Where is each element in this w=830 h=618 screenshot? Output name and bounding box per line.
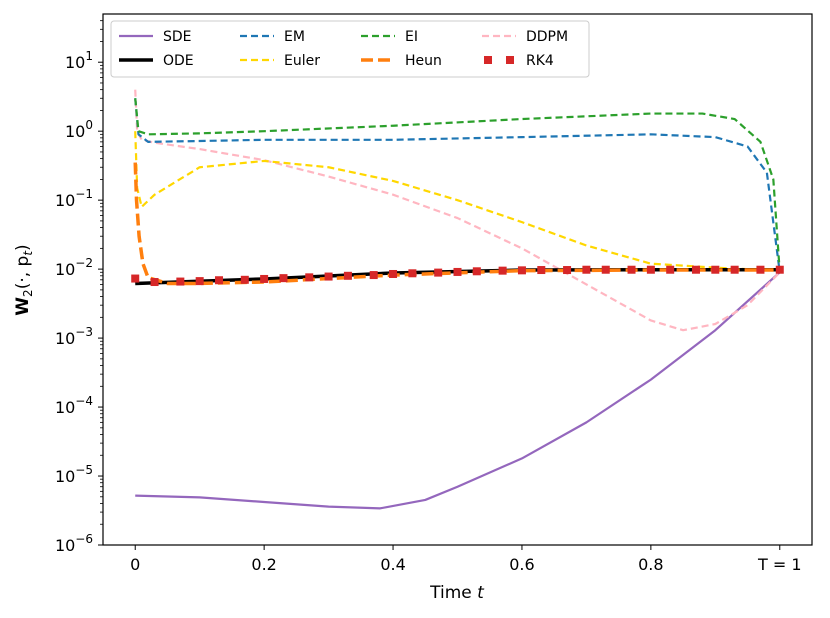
rk4-point	[279, 274, 288, 283]
rk4-point	[601, 265, 610, 274]
y-tick-label: 10−1	[55, 187, 93, 210]
legend-item-sde: SDE	[119, 29, 192, 45]
rk4-point	[305, 273, 314, 282]
x-tick-label: 0.4	[380, 555, 405, 574]
rk4-point	[730, 265, 739, 274]
y-tick-label: 100	[65, 118, 93, 141]
rk4-point	[498, 266, 507, 275]
rk4-point	[472, 267, 481, 276]
legend-swatch	[506, 56, 514, 64]
x-tick-label: 0.8	[638, 555, 663, 574]
rk4-point	[756, 265, 765, 274]
rk4-point	[646, 265, 655, 274]
y-tick-label: 10−5	[55, 463, 93, 486]
legend-item-em: EM	[240, 29, 305, 45]
legend-swatch	[484, 56, 492, 64]
legend-label: RK4	[526, 53, 554, 69]
legend-label: SDE	[163, 29, 192, 45]
legend-label: DDPM	[526, 29, 568, 45]
rk4-point	[627, 265, 636, 274]
x-tick-label: T = 1	[757, 555, 802, 574]
x-tick-label: 0	[130, 555, 140, 574]
rk4-point	[131, 274, 140, 283]
y-tick-label: 10−6	[55, 532, 93, 555]
legend-label: Euler	[284, 53, 320, 69]
y-tick-label: 101	[65, 49, 93, 72]
legend-label: EI	[405, 29, 418, 45]
rk4-point	[582, 265, 591, 274]
series-rk4	[131, 265, 784, 287]
y-tick-label: 10−4	[55, 394, 93, 417]
legend-label: ODE	[163, 53, 194, 69]
rk4-point	[260, 274, 269, 283]
rk4-point	[176, 277, 185, 286]
series-euler	[134, 131, 780, 272]
legend-box	[110, 20, 590, 78]
x-tick-label: 0.6	[509, 555, 534, 574]
rk4-point	[240, 275, 249, 284]
rk4-point	[666, 265, 675, 274]
rk4-point	[389, 269, 398, 278]
rk4-point	[150, 278, 159, 287]
legend-item-ei: EI	[361, 29, 418, 45]
rk4-point	[215, 276, 224, 285]
rk4-point	[324, 272, 333, 281]
rk4-point	[775, 265, 784, 274]
legend-label: EM	[284, 29, 305, 45]
legend-item-euler: Euler	[240, 53, 320, 69]
rk4-point	[453, 267, 462, 276]
rk4-point	[563, 266, 572, 275]
rk4-point	[537, 266, 546, 275]
rk4-point	[711, 265, 720, 274]
rk4-point	[369, 271, 378, 280]
legend-item-ddpm: DDPM	[482, 29, 568, 45]
legend-item-ode: ODE	[119, 53, 194, 69]
rk4-point	[434, 268, 443, 277]
x-tick-label: 0.2	[251, 555, 276, 574]
rk4-point	[408, 269, 417, 278]
series-em	[134, 98, 781, 273]
legend: SDE EM EI DDPM ODE Euler Heun RK4	[110, 20, 590, 78]
rk4-point	[343, 271, 352, 280]
rk4-point	[195, 277, 204, 286]
series-ei	[134, 98, 781, 273]
series-sde	[135, 271, 781, 510]
y-tick-label: 10−3	[55, 325, 93, 348]
y-axis-label: W2(·, pt)	[13, 244, 35, 315]
rk4-point	[691, 265, 700, 274]
legend-label: Heun	[405, 53, 442, 69]
x-axis-label: Time t	[429, 583, 485, 603]
y-tick-label: 10−2	[55, 256, 93, 279]
rk4-point	[517, 266, 526, 275]
legend-item-rk4: RK4	[484, 53, 554, 69]
legend-item-heun: Heun	[361, 53, 442, 69]
